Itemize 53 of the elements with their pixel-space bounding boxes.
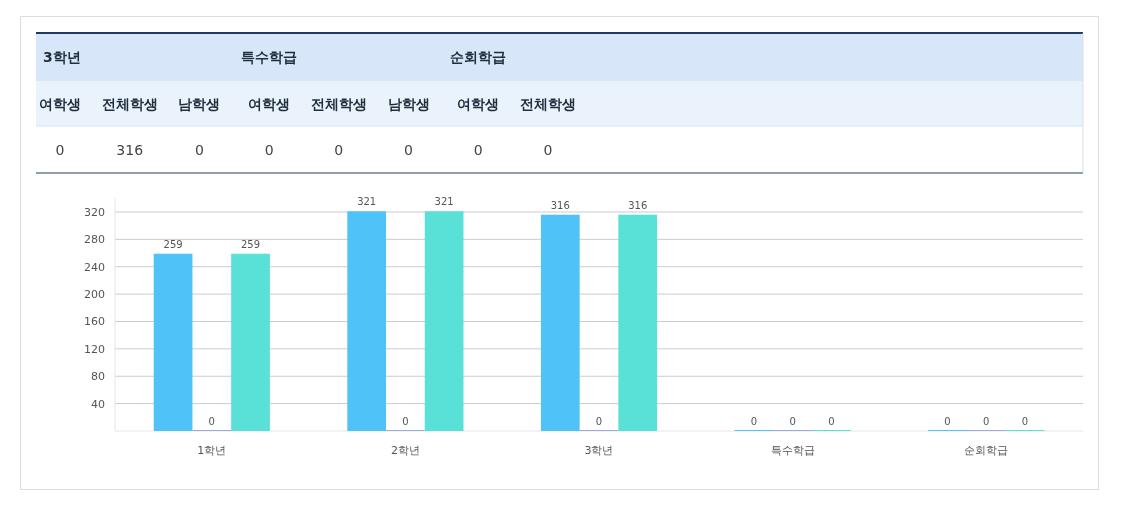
x-tick-label: 2학년 [390,444,420,457]
bar [153,253,193,431]
data-label: 0 [789,416,796,427]
data-label: 0 [944,416,951,427]
category-label: 여학생 [248,96,291,112]
bar [231,253,270,431]
text: 순회학급 [450,49,507,65]
data-label: 0 [404,142,413,158]
x-tick-label: 3학년 [584,444,614,457]
category-label: 전체학생 [310,96,367,112]
bar [424,211,464,431]
bar [540,214,580,431]
x-tick-label: 1학년 [197,444,227,457]
data-label: 0 [983,416,990,427]
data-label: 0 [334,142,344,158]
data-label: 0 [194,142,204,158]
data-label: 259 [163,238,183,250]
y-tick-label: 80 [91,370,105,384]
data-label: 0 [473,142,483,158]
category-label: 남학생 [178,96,221,112]
y-tick-label: 160 [84,315,105,329]
category-label: 남학생 [387,96,430,112]
text: 3학년 [43,49,81,65]
y-tick-label: 40 [91,397,105,411]
data-label: 259 [240,238,261,250]
category-label: 전체학생 [101,96,158,112]
data-label: 0 [402,416,409,427]
data-label: 0 [595,416,603,427]
data-label: 316 [550,199,570,211]
category-label: 여학생 [39,96,81,112]
data-label: 0 [208,416,215,427]
data-label: 0 [1021,416,1029,427]
data-label: 0 [264,142,274,158]
x-tick-label: 순회학급 [964,444,1009,457]
data-label: 0 [543,142,553,158]
data-label: 321 [434,196,454,208]
y-tick-label: 320 [84,205,105,219]
bar [347,211,387,431]
text: 특수학급 [241,49,298,65]
bar [618,214,658,431]
category-label: 여학생 [457,96,500,112]
data-label: 316 [628,199,648,211]
category-label: 전체학생 [519,96,576,112]
data-label: 321 [357,196,377,208]
data-label: 316 [116,142,144,158]
data-label: 0 [55,142,65,158]
x-tick-label: 특수학급 [770,444,815,457]
y-tick-label: 120 [84,342,105,356]
y-tick-label: 240 [84,260,105,274]
data-label: 0 [750,416,758,427]
y-tick-label: 280 [84,233,105,247]
data-label: 0 [828,416,835,427]
y-tick-label: 200 [84,288,105,302]
